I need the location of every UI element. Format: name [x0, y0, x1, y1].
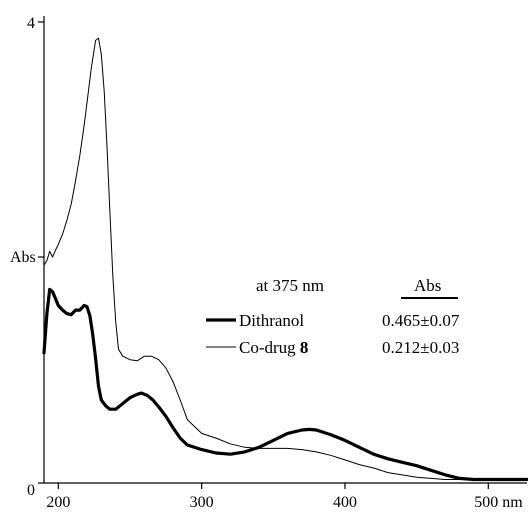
legend-label-codrug-prefix: Co-drug — [239, 338, 296, 357]
x-tick-label: 200 — [46, 494, 70, 511]
legend-header-wavelength: at 375 nm — [256, 276, 324, 295]
x-tick-label: 400 — [333, 494, 357, 511]
legend: at 375 nm Abs Dithranol 0.465±0.07 Co-dr… — [206, 276, 460, 357]
legend-value-codrug: 0.212±0.03 — [382, 338, 459, 357]
legend-value-dithranol: 0.465±0.07 — [382, 311, 460, 330]
series-layer — [42, 37, 528, 482]
legend-label-codrug-number: 8 — [300, 338, 309, 357]
axes: 200 300 400 500 nm 04 — [27, 15, 527, 511]
x-tick-label: 500 nm — [474, 494, 523, 511]
x-tick-label: 300 — [190, 494, 214, 511]
y-ticks: 04 — [27, 15, 44, 499]
legend-header-abs: Abs — [414, 276, 441, 295]
legend-label-codrug: Co-drug 8 — [239, 338, 308, 357]
y-tick-label: 4 — [27, 15, 35, 32]
legend-label-dithranol: Dithranol — [239, 311, 304, 330]
y-tick-label: 0 — [27, 482, 35, 499]
x-ticks: 200 300 400 500 nm — [46, 483, 523, 511]
y-axis-label: Abs — [10, 249, 36, 266]
series-line-codrug — [43, 37, 528, 480]
series-line-dithranol — [42, 287, 528, 482]
